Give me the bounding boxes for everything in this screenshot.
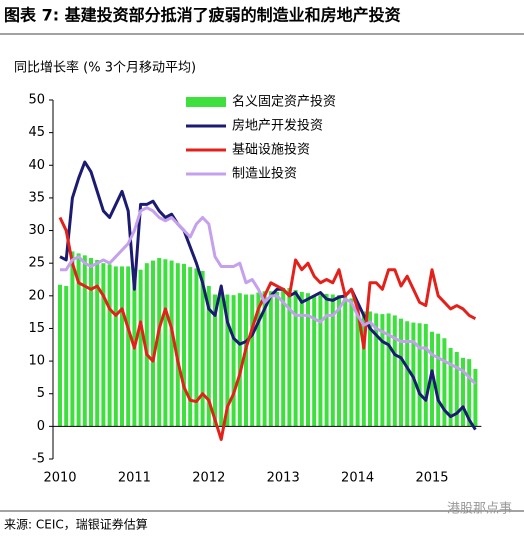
bar	[262, 291, 267, 427]
legend-label: 制造业投资	[232, 166, 297, 182]
bar	[89, 257, 93, 427]
bar	[138, 269, 143, 427]
y-tick-label: 10	[28, 354, 45, 369]
bar	[188, 267, 193, 427]
bar	[163, 259, 168, 427]
x-tick-label: 2015	[415, 471, 448, 486]
x-tick-label: 2014	[341, 471, 374, 486]
bar	[318, 295, 323, 427]
y-tick-label: 50	[28, 93, 45, 108]
legend-swatch	[186, 97, 226, 107]
bar	[337, 295, 341, 427]
bar	[64, 286, 69, 427]
x-tick-label: 2010	[43, 471, 76, 486]
bar	[132, 272, 137, 427]
y-tick-label: -5	[32, 452, 45, 467]
bar	[76, 253, 81, 427]
bar	[361, 311, 366, 427]
bar	[287, 287, 292, 427]
bar	[405, 321, 410, 427]
y-tick-label: 5	[37, 386, 45, 401]
y-tick-label: 0	[37, 419, 45, 434]
bar	[330, 294, 335, 427]
x-tick-label: 2012	[192, 471, 225, 486]
line	[59, 160, 477, 431]
bar	[58, 284, 62, 427]
bar	[244, 294, 248, 427]
bar	[120, 266, 124, 427]
bar	[293, 289, 298, 427]
bar	[213, 294, 217, 427]
bar	[107, 264, 112, 427]
y-tick-label: 40	[28, 158, 45, 173]
y-axis-label: 同比增长率 (% 3个月移动平均)	[14, 60, 196, 76]
bar	[442, 338, 447, 427]
bar	[299, 291, 304, 427]
bar	[169, 260, 174, 427]
x-tick-label: 2013	[267, 471, 300, 486]
bar	[436, 333, 441, 427]
bar	[268, 291, 273, 427]
legend-label: 房地产开发投资	[232, 118, 323, 134]
bar	[237, 293, 242, 427]
bar	[182, 263, 186, 427]
bar	[448, 348, 453, 427]
bar	[250, 294, 255, 427]
bar	[200, 271, 205, 427]
bar	[70, 251, 75, 427]
watermark: 港股那点事	[447, 502, 512, 517]
bar	[399, 318, 403, 427]
bar	[219, 289, 224, 427]
y-tick-label: 15	[28, 321, 45, 336]
line	[58, 216, 477, 441]
bar	[95, 259, 100, 427]
bar	[411, 322, 416, 427]
bar	[113, 266, 118, 427]
bar	[386, 313, 391, 427]
y-tick-label: 35	[28, 190, 45, 205]
bar	[151, 260, 155, 427]
bar	[101, 263, 106, 427]
bar	[275, 291, 279, 427]
bar	[175, 263, 180, 427]
bar	[206, 286, 211, 427]
y-tick-label: 25	[28, 256, 45, 271]
bar	[454, 351, 459, 427]
bar	[392, 315, 397, 427]
bar	[380, 314, 385, 427]
bar	[423, 323, 428, 427]
legend-label: 名义固定资产投资	[232, 94, 336, 110]
bar	[281, 287, 286, 427]
line	[60, 206, 477, 385]
y-tick-label: 30	[28, 223, 45, 238]
chart-title: 图表 7: 基建投资部分抵消了疲弱的制造业和房地产投资	[4, 6, 401, 25]
bar	[343, 296, 348, 427]
bar	[349, 298, 354, 427]
bar	[461, 357, 465, 427]
x-tick-label: 2011	[118, 471, 151, 486]
source: 来源: CEIC，瑞银证券估算	[4, 517, 148, 532]
bar	[256, 292, 261, 427]
bar	[126, 266, 131, 427]
y-tick-label: 45	[28, 125, 45, 140]
bar	[312, 295, 317, 427]
bar	[194, 268, 199, 427]
bar	[324, 293, 329, 427]
bar	[467, 359, 472, 427]
bar	[144, 263, 149, 427]
bar	[374, 313, 379, 427]
bar	[306, 293, 310, 427]
bar	[225, 294, 230, 427]
bar	[473, 368, 478, 427]
legend-label: 基础设施投资	[232, 142, 310, 158]
bar	[231, 295, 236, 427]
bar	[368, 311, 372, 427]
bar	[355, 309, 360, 427]
bar	[417, 323, 422, 427]
bar	[430, 331, 434, 427]
bar	[82, 255, 87, 427]
bar	[157, 257, 162, 427]
y-tick-label: 20	[28, 288, 45, 303]
